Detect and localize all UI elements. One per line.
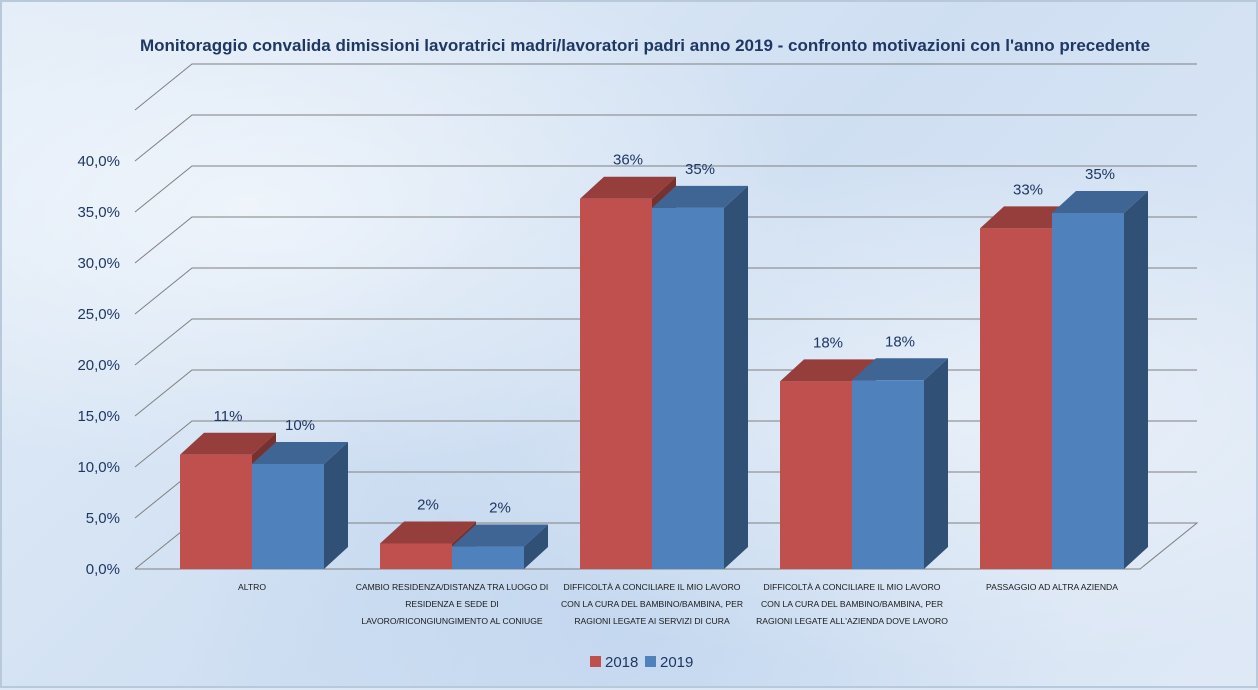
data-label: 18% (813, 334, 843, 351)
data-label: 36% (613, 152, 643, 169)
category-label: PASSAGGIO AD ALTRA AZIENDA (986, 582, 1118, 592)
data-label: 35% (1085, 166, 1115, 183)
y-tick-label: 30,0% (77, 255, 120, 272)
data-label: 10% (285, 417, 315, 434)
bar (1052, 191, 1148, 569)
legend-item: 2019 (645, 654, 693, 671)
y-tick-label: 20,0% (77, 357, 120, 374)
bars (180, 176, 1148, 570)
legend-label: 2018 (605, 654, 638, 671)
category-label: DIFFICOLTÀ A CONCILIARE IL MIO LAVORO CON… (756, 582, 948, 626)
y-axis-ticks: 0,0% 5,0% 10,0% 15,0% 20,0% 25,0% 30,0% 35,0% 40… (77, 153, 120, 578)
gridline (134, 318, 1197, 366)
gridline (134, 165, 1197, 213)
data-label: 11% (214, 408, 243, 425)
data-label: 35% (685, 161, 715, 178)
bar (852, 358, 948, 569)
bar (252, 441, 348, 569)
legend-swatch (645, 656, 656, 667)
legend-swatch (590, 656, 601, 667)
category-labels: ALTRO CAMBIO RESIDENZA/DISTANZA TRA LUOGO… (238, 582, 1118, 626)
legend: 2018 2019 (590, 654, 693, 671)
y-tick-label: 25,0% (77, 306, 120, 323)
y-tick-label: 0,0% (86, 561, 120, 578)
legend-item: 2018 (590, 654, 638, 671)
y-tick-label: 35,0% (77, 204, 120, 221)
y-tick-label: 40,0% (77, 153, 120, 170)
category-label: CAMBIO RESIDENZA/DISTANZA TRA LUOGO DI RE… (356, 582, 549, 626)
bar (452, 524, 548, 569)
data-label: 2% (489, 500, 511, 517)
y-tick-label: 10,0% (77, 459, 120, 476)
bar (652, 185, 748, 570)
gridline (134, 63, 1197, 111)
category-label: ALTRO (238, 582, 266, 592)
gridline (134, 216, 1197, 264)
data-label: 2% (417, 497, 439, 514)
data-labels: 11% 10% 2% 2% 36% 35% 18% 18% 33% 35% (214, 152, 1115, 517)
gridline (134, 114, 1197, 162)
chart-title: Monitoraggio convalida dimissioni lavora… (140, 36, 1150, 55)
gridlines (134, 63, 1199, 570)
category-label: DIFFICOLTÀ A CONCILIARE IL MIO LAVORO CON… (561, 582, 743, 626)
y-tick-label: 5,0% (86, 510, 120, 527)
data-label: 18% (885, 333, 915, 350)
gridline (134, 267, 1197, 315)
legend-label: 2019 (660, 654, 693, 671)
y-tick-label: 15,0% (77, 408, 120, 425)
data-label: 33% (1013, 181, 1043, 198)
